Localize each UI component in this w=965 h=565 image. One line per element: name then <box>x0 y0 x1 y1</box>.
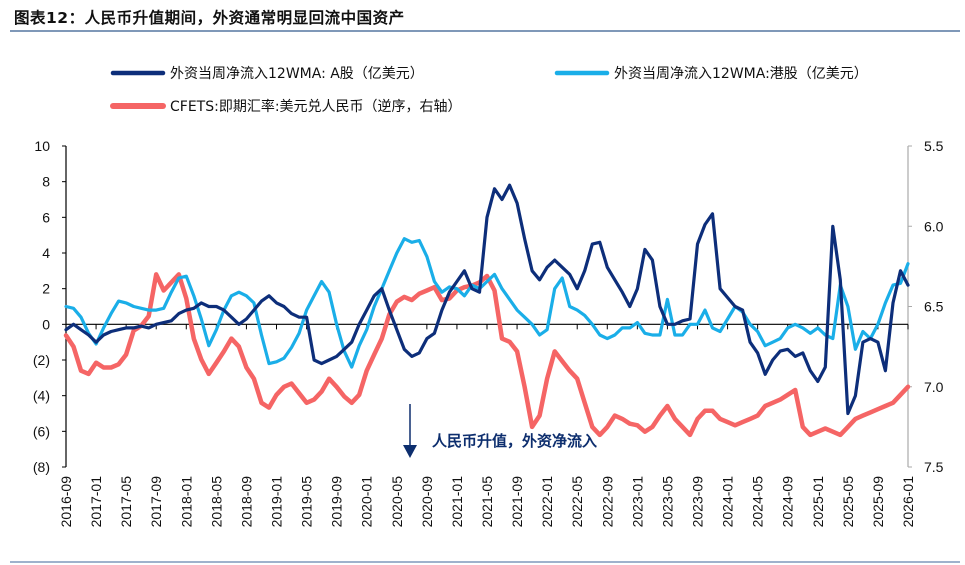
x-tick-label: 2017-05 <box>118 476 134 528</box>
left-tick-label: (8) <box>33 459 50 475</box>
left-tick-label: 4 <box>42 245 50 261</box>
x-tick-label: 2021-05 <box>479 476 495 528</box>
x-tick-label: 2025-05 <box>840 476 856 528</box>
right-tick-label: 5.5 <box>924 138 944 154</box>
x-tick-label: 2020-09 <box>419 476 435 528</box>
left-tick-label: 0 <box>42 316 50 332</box>
left-tick-label: (2) <box>33 352 50 368</box>
legend-label: 外资当周净流入12WMA:港股（亿美元） <box>614 66 868 82</box>
x-tick-label: 2016-09 <box>58 476 74 528</box>
title-divider <box>10 30 960 32</box>
x-tick-label: 2026-01 <box>900 476 916 528</box>
x-tick-label: 2025-09 <box>870 476 886 528</box>
x-tick-label: 2023-05 <box>659 476 675 528</box>
left-tick-label: 6 <box>42 209 50 225</box>
series-line-0 <box>64 183 910 416</box>
x-tick-label: 2018-09 <box>238 476 254 528</box>
arrow-down-icon <box>403 445 417 458</box>
x-tick-label: 2019-01 <box>269 476 285 528</box>
series-line-1 <box>64 237 910 369</box>
bottom-divider <box>10 561 960 563</box>
right-tick-label: 7.0 <box>924 379 944 395</box>
left-tick-label: 10 <box>34 138 50 154</box>
x-tick-label: 2020-01 <box>359 476 375 528</box>
legend-label: 外资当周净流入12WMA: A股（亿美元） <box>170 66 424 82</box>
x-tick-label: 2018-01 <box>178 476 194 528</box>
x-tick-label: 2024-01 <box>720 476 736 528</box>
x-tick-label: 2022-01 <box>539 476 555 528</box>
x-tick-label: 2018-05 <box>208 476 224 528</box>
x-tick-label: 2021-09 <box>509 476 525 528</box>
x-tick-label: 2023-09 <box>690 476 706 528</box>
x-tick-label: 2017-01 <box>88 476 104 528</box>
left-tick-label: 2 <box>42 281 50 297</box>
left-tick-label: 8 <box>42 174 50 190</box>
x-tick-label: 2025-01 <box>810 476 826 528</box>
x-tick-label: 2023-01 <box>629 476 645 528</box>
x-tick-label: 2024-09 <box>780 476 796 528</box>
right-tick-label: 6.5 <box>924 299 944 315</box>
legend-label: CFETS:即期汇率:美元兑人民币（逆序，右轴） <box>170 98 462 115</box>
x-tick-label: 2017-09 <box>148 476 164 528</box>
right-tick-label: 6.0 <box>924 218 944 234</box>
series-line-2 <box>63 272 911 438</box>
legend: 外资当周净流入12WMA: A股（亿美元） 外资当周净流入12WMA:港股（亿美元… <box>110 66 868 115</box>
x-tick-label: 2022-05 <box>569 476 585 528</box>
x-tick-label: 2020-05 <box>389 476 405 528</box>
left-tick-label: (6) <box>33 423 50 439</box>
x-tick-label: 2019-09 <box>329 476 345 528</box>
axes: 10 8 6 4 2 0 (2) (4) (6) (8) 5.5 6.0 6.5 7.0 7.5 2016-0… <box>33 138 944 527</box>
x-tick-label: 2021-01 <box>449 476 465 528</box>
x-tick-label: 2024-05 <box>750 476 766 528</box>
chart-title: 图表12：人民币升值期间，外资通常明显回流中国资产 <box>14 9 405 27</box>
x-tick-label: 2022-09 <box>599 476 615 528</box>
annotation-text: 人民币升值，外资净流入 <box>432 432 597 450</box>
x-tick-label: 2019-05 <box>299 476 315 528</box>
right-tick-label: 7.5 <box>924 459 944 475</box>
left-tick-label: (4) <box>33 388 50 404</box>
annotation: 人民币升值，外资净流入 <box>403 404 597 458</box>
series-group <box>63 183 911 438</box>
